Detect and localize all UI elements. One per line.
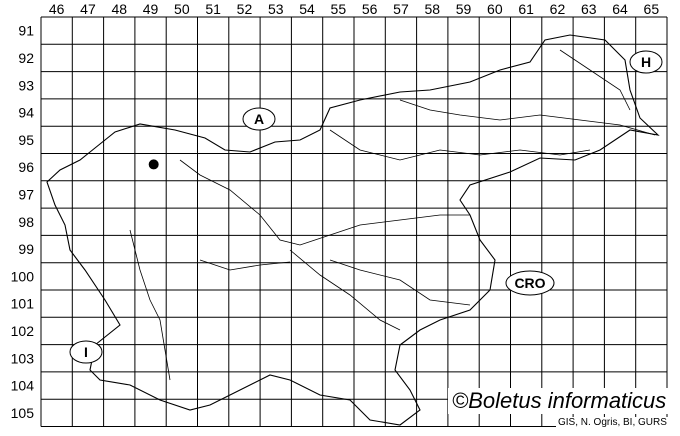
row-label: 105 [11,405,35,421]
row-label: 91 [18,23,34,39]
label-croatia: CRO [514,275,545,291]
column-label: 56 [362,1,378,17]
column-label: 58 [424,1,440,17]
row-label: 98 [18,214,34,230]
label-hungary: H [641,54,651,70]
row-label: 104 [11,378,35,394]
column-label: 46 [49,1,65,17]
column-label: 57 [393,1,409,17]
column-label: 59 [456,1,472,17]
label-austria: A [254,111,264,127]
row-label: 103 [11,350,35,366]
row-label: 92 [18,50,34,66]
source-text: GIS, N. Ogris, BI, GURS [556,417,669,428]
credit-text: ©Boletus informaticus [448,388,671,414]
slovenia-border [46,34,660,426]
records [148,159,159,170]
column-label: 55 [331,1,347,17]
column-label: 60 [487,1,503,17]
column-labels: 46 47 48 49 50 51 52 53 54 55 56 57 58 59 60 61 62 63 64 65 [49,1,659,17]
column-label: 64 [612,1,628,17]
column-label: 65 [644,1,660,17]
column-label: 51 [205,1,221,17]
row-label: 102 [11,323,35,339]
row-label: 95 [18,132,34,148]
row-label: 96 [18,159,34,175]
column-label: 53 [268,1,284,17]
record-dot [148,159,159,170]
label-italy: I [84,344,88,360]
column-label: 62 [550,1,566,17]
row-label: 97 [18,186,34,202]
column-label: 52 [237,1,253,17]
country-labels: A H CRO I [69,50,663,364]
row-label: 99 [18,241,34,257]
row-label: 94 [18,105,34,121]
column-label: 61 [518,1,534,17]
column-label: 49 [143,1,159,17]
grid [40,16,668,427]
column-label: 48 [111,1,127,17]
row-labels: 91 92 93 94 95 96 97 98 99 100 101 102 103 104 105 [11,23,35,421]
column-label: 47 [80,1,96,17]
column-label: 50 [174,1,190,17]
row-label: 100 [11,268,35,284]
row-label: 93 [18,77,34,93]
column-label: 54 [299,1,315,17]
row-label: 101 [11,296,35,312]
column-label: 63 [581,1,597,17]
rivers [129,49,656,381]
